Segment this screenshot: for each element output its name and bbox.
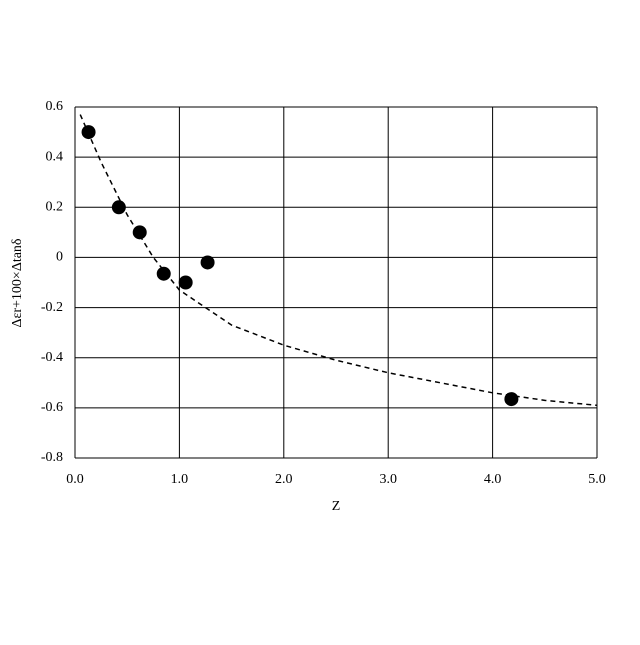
y-tick-label: -0.6 (41, 400, 63, 415)
data-point (133, 225, 147, 239)
y-axis-label: Δεr+100×Δtanδ (10, 238, 25, 327)
y-tick-label: 0 (56, 250, 63, 265)
y-tick-label: -0.4 (41, 350, 63, 365)
x-tick-label: 2.0 (275, 472, 293, 487)
x-tick-label: 0.0 (66, 472, 84, 487)
y-tick-label: 0.6 (46, 99, 64, 114)
fit-curve (80, 115, 597, 406)
x-tick-label: 5.0 (588, 472, 606, 487)
x-tick-label: 1.0 (171, 472, 189, 487)
x-tick-label: 3.0 (379, 472, 397, 487)
chart: Z Δεr+100×Δtanδ -0.8 -0.6 -0.4 -0.2 0 0.2 0.4 0… (0, 0, 640, 640)
y-tick-label: -0.2 (41, 300, 63, 315)
x-tick-label: 4.0 (484, 472, 502, 487)
y-tick-label: 0.2 (46, 200, 64, 215)
data-point (179, 276, 193, 290)
data-point (157, 267, 171, 281)
y-tick-label: -0.8 (41, 450, 63, 465)
data-point (201, 255, 215, 269)
y-tick-label: 0.4 (46, 149, 64, 164)
x-axis-label: Z (332, 499, 341, 514)
